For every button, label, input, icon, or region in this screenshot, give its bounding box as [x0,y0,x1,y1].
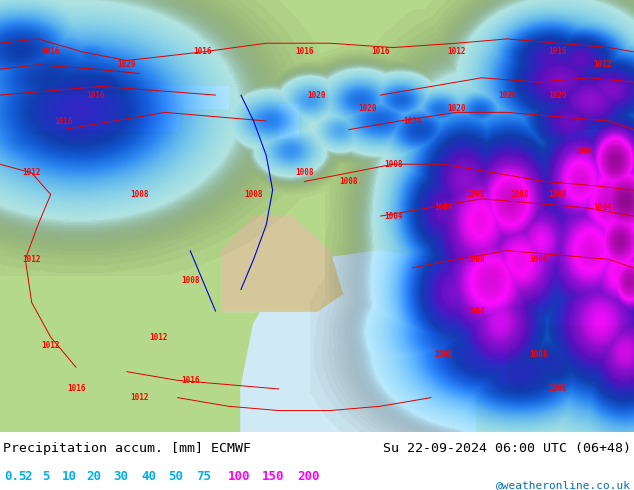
Text: 1012: 1012 [130,393,149,402]
Text: 1008: 1008 [339,177,358,186]
Text: 1016: 1016 [371,48,390,56]
Text: 1012: 1012 [593,60,612,69]
Text: 1016: 1016 [181,376,200,385]
Text: 1008: 1008 [466,255,485,264]
Text: 100: 100 [228,470,250,483]
Text: 30: 30 [113,470,128,483]
Text: 1020: 1020 [307,91,327,99]
Text: 150: 150 [262,470,285,483]
Text: 1008: 1008 [181,276,200,285]
Polygon shape [222,251,266,311]
Text: 1008: 1008 [295,169,314,177]
Text: 20: 20 [86,470,101,483]
Polygon shape [32,95,178,130]
Text: Precipitation accum. [mm] ECMWF: Precipitation accum. [mm] ECMWF [3,442,251,455]
Text: 5: 5 [42,470,49,483]
Text: 1016: 1016 [67,385,86,393]
Text: 1016: 1016 [193,48,212,56]
Polygon shape [279,104,298,138]
Text: @weatheronline.co.uk: @weatheronline.co.uk [496,480,631,490]
Text: Su 22-09-2024 06:00 UTC (06+48): Su 22-09-2024 06:00 UTC (06+48) [383,442,631,455]
Polygon shape [222,216,342,311]
Text: 1004: 1004 [529,255,548,264]
Text: 2: 2 [24,470,32,483]
Text: 1020: 1020 [498,91,517,99]
Text: 1016: 1016 [86,91,105,99]
Text: 1012: 1012 [22,255,41,264]
Text: 1008: 1008 [548,385,567,393]
Text: 1016: 1016 [41,48,60,56]
Text: 1004: 1004 [384,212,403,220]
Text: 1008: 1008 [384,160,403,169]
Text: 75: 75 [196,470,211,483]
Text: 1016: 1016 [54,117,73,125]
Text: 50: 50 [168,470,183,483]
Text: 1008: 1008 [548,190,567,199]
Text: 1004: 1004 [466,307,485,316]
Text: 1020: 1020 [447,103,466,113]
Text: 1004: 1004 [593,203,612,212]
Text: 1020: 1020 [358,103,377,113]
Text: 1016: 1016 [548,48,567,56]
Text: 1008: 1008 [466,190,485,199]
Text: 200: 200 [297,470,320,483]
Text: 1020: 1020 [117,60,136,69]
Text: 1012: 1012 [41,341,60,350]
Polygon shape [431,268,507,389]
Text: 1012: 1012 [447,48,466,56]
Text: 1004: 1004 [434,203,453,212]
Text: 1008: 1008 [510,190,529,199]
Text: 1016: 1016 [295,48,314,56]
Text: 1008: 1008 [130,190,149,199]
Text: 0.5: 0.5 [4,470,27,483]
Text: 1008: 1008 [529,350,548,359]
Polygon shape [158,86,228,108]
Text: 1008: 1008 [244,190,263,199]
Text: 40: 40 [141,470,156,483]
Text: 1024: 1024 [403,117,422,125]
Polygon shape [539,130,634,324]
Text: 1012: 1012 [149,333,168,342]
Text: 1004: 1004 [574,147,593,156]
Text: 10: 10 [62,470,77,483]
Text: 1008: 1008 [434,350,453,359]
Polygon shape [241,251,476,432]
Text: 1020: 1020 [548,91,567,99]
Text: 1012: 1012 [22,169,41,177]
